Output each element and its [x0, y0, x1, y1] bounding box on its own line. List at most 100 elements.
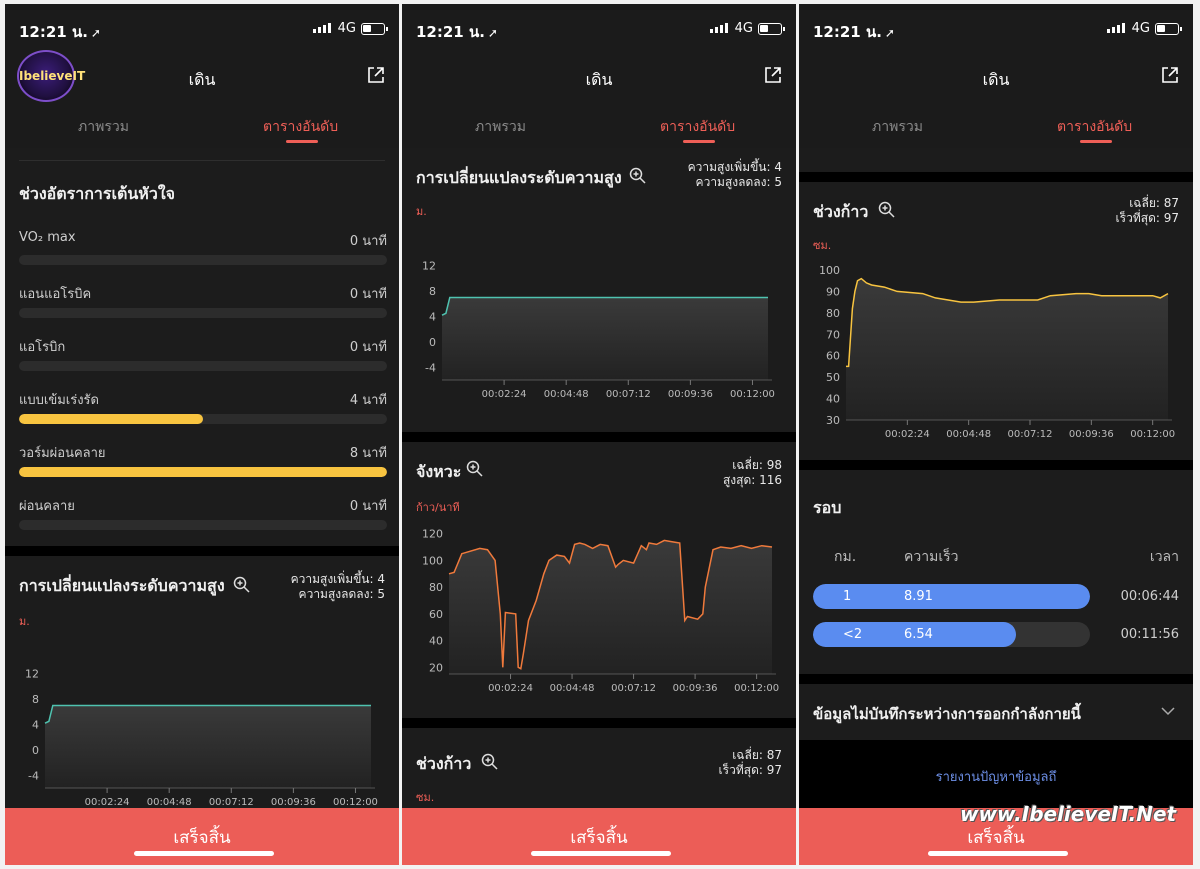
- y-tick-label: 100: [819, 264, 840, 277]
- location-arrow-icon: ➚: [90, 26, 101, 40]
- zoom-icon[interactable]: [233, 576, 250, 593]
- y-tick-label: 40: [826, 393, 840, 406]
- laps-card: รอบ กม. ความเร็ว เวลา 1 8.91 00:06:44 <2 6.5…: [799, 470, 1193, 674]
- heart-zone-label: แอนแอโรบิค: [19, 287, 92, 302]
- battery-icon: [1155, 23, 1182, 35]
- series-line: [846, 277, 1169, 368]
- heart-zones-card: ช่วงอัตราการเต้นหัวใจ VO₂ max 0 นาที แอนแอ…: [5, 148, 399, 546]
- tab-overview[interactable]: ภาพรวม: [872, 119, 923, 135]
- zoom-icon[interactable]: [481, 753, 498, 770]
- signal-icon: [1107, 23, 1125, 33]
- heart-zone-label: ผ่อนคลาย: [19, 499, 75, 514]
- tab-bar: ภาพรวม ตารางอันดับ: [799, 102, 1193, 148]
- stride-unit: ซม.: [813, 239, 832, 252]
- laps-col-speed: ความเร็ว: [904, 549, 959, 565]
- zoom-icon[interactable]: [878, 201, 895, 218]
- x-tick-label: 00:09:36: [1069, 429, 1114, 440]
- nav-bar: เดิน: [402, 48, 796, 102]
- chevron-down-icon[interactable]: [1161, 706, 1175, 716]
- lap-time: 00:11:56: [1120, 627, 1179, 642]
- battery-icon: [758, 23, 785, 35]
- x-tick-label: 00:04:48: [544, 389, 589, 400]
- tab-active-indicator: [286, 140, 318, 143]
- altitude-chart: 12 8 4 0 -4 00:02:24 00:04:48 00:07:12 00:09:36 0…: [422, 260, 775, 400]
- bottom-bar: เสร็จสิ้น: [5, 808, 399, 865]
- cadence-stats: เฉลี่ย: 98 สูงสุด: 116: [723, 458, 782, 488]
- tab-bar: ภาพรวม ตารางอันดับ: [402, 102, 796, 148]
- status-bar: 12:21 น. ➚ 4G: [5, 4, 399, 48]
- altitude-loss: ความสูงลดลง: 5: [298, 587, 385, 601]
- tab-table[interactable]: ตารางอันดับ: [1057, 119, 1133, 135]
- screen-stride-laps: 12:21 น. ➚ 4G เดิน ภาพรวม ตารางอันดับ ช่ว…: [799, 4, 1193, 865]
- y-tick-label: 20: [429, 661, 443, 674]
- network-type: 4G: [337, 21, 356, 36]
- share-icon[interactable]: [1161, 66, 1179, 84]
- status-bar: 12:21 น. ➚ 4G: [402, 4, 796, 48]
- stride-average: เฉลี่ย: 87: [732, 748, 782, 762]
- tab-active-indicator: [683, 140, 715, 143]
- altitude-gain: ความสูงเพิ่มขึ้น: 4: [687, 160, 782, 174]
- heart-zone-bar: [19, 308, 387, 318]
- tab-table[interactable]: ตารางอันดับ: [660, 119, 736, 135]
- screen-heart-zones: 12:21 น. ➚ 4G เดิน IbelieveIT ภาพรวม ตารา…: [5, 4, 399, 865]
- x-tick-label: 00:04:48: [550, 683, 595, 694]
- y-tick-label: 4: [32, 719, 39, 732]
- lap-speed: 6.54: [904, 627, 933, 642]
- y-tick-label: 0: [32, 744, 39, 757]
- tab-overview[interactable]: ภาพรวม: [78, 119, 129, 135]
- unrecorded-card[interactable]: ข้อมูลไม่บันทึกระหว่างการออกกำลังกายนี้: [799, 684, 1193, 740]
- done-button[interactable]: เสร็จสิ้น: [570, 828, 628, 848]
- x-tick-label: 00:04:48: [946, 429, 991, 440]
- report-data-link[interactable]: รายงานปัญหาข้อมูลถึ: [935, 770, 1057, 785]
- status-time: 12:21 น. ➚: [813, 23, 895, 41]
- zoom-icon[interactable]: [466, 460, 483, 477]
- altitude-loss: ความสูงลดลง: 5: [695, 175, 782, 189]
- stride-average: เฉลี่ย: 87: [1129, 196, 1179, 210]
- lap-km: 1: [843, 589, 852, 604]
- altitude-unit: ม.: [416, 205, 427, 218]
- y-tick-label: 8: [32, 693, 39, 706]
- x-tick-label: 00:12:00: [1130, 429, 1175, 440]
- tab-table[interactable]: ตารางอันดับ: [263, 119, 339, 135]
- tab-overview[interactable]: ภาพรวม: [475, 119, 526, 135]
- zoom-icon[interactable]: [629, 167, 646, 184]
- y-tick-label: 12: [422, 260, 436, 273]
- x-tick-label: 00:09:36: [668, 389, 713, 400]
- x-tick-label: 00:09:36: [673, 683, 718, 694]
- page-title: เดิน: [982, 70, 1010, 89]
- unrecorded-label: ข้อมูลไม่บันทึกระหว่างการออกกำลังกายนี้: [813, 705, 1081, 723]
- heart-zone-bar-fill: [19, 467, 387, 477]
- stride-title: ช่วงก้าว: [416, 754, 472, 773]
- done-button[interactable]: เสร็จสิ้น: [967, 828, 1025, 848]
- share-icon[interactable]: [764, 66, 782, 84]
- heart-zone-bar: [19, 414, 387, 424]
- signal-icon: [710, 23, 728, 33]
- series-area: [846, 278, 1168, 420]
- status-time: 12:21 น. ➚: [416, 23, 498, 41]
- cadence-max: สูงสุด: 116: [722, 473, 782, 487]
- altitude-gain: ความสูงเพิ่มขึ้น: 4: [290, 572, 385, 586]
- series-line: [44, 704, 371, 724]
- x-tick-label: 00:12:00: [730, 389, 775, 400]
- lap-km: <2: [843, 627, 863, 642]
- battery-icon: [361, 23, 388, 35]
- altitude-title: การเปลี่ยนแปลงระดับความสูง: [416, 168, 622, 187]
- heart-zone-bar-fill: [19, 414, 203, 424]
- stride-stats: เฉลี่ย: 87 เร็วที่สุด: 97: [719, 748, 782, 778]
- share-icon[interactable]: [367, 66, 385, 84]
- y-tick-label: 70: [826, 328, 840, 341]
- signal-icon: [313, 23, 331, 33]
- altitude-stats: ความสูงเพิ่มขึ้น: 4 ความสูงลดลง: 5: [688, 160, 782, 190]
- bottom-bar: เสร็จสิ้น: [799, 808, 1193, 865]
- y-tick-label: 80: [429, 581, 443, 594]
- heart-zone-label: แอโรบิก: [19, 340, 66, 355]
- done-button[interactable]: เสร็จสิ้น: [173, 828, 231, 848]
- x-tick-label: 00:07:12: [1008, 429, 1053, 440]
- stride-chart: 100 90 80 70 60 50 40 30 00:02:24 00:04:48 00:07:1…: [819, 264, 1175, 440]
- nav-bar: เดิน: [799, 48, 1193, 102]
- x-tick-label: 00:12:00: [333, 797, 378, 808]
- stride-max: เร็วที่สุด: 97: [718, 763, 782, 777]
- status-bar: 12:21 น. ➚ 4G: [799, 4, 1193, 48]
- series-area: [45, 705, 371, 788]
- y-tick-label: 50: [826, 371, 840, 384]
